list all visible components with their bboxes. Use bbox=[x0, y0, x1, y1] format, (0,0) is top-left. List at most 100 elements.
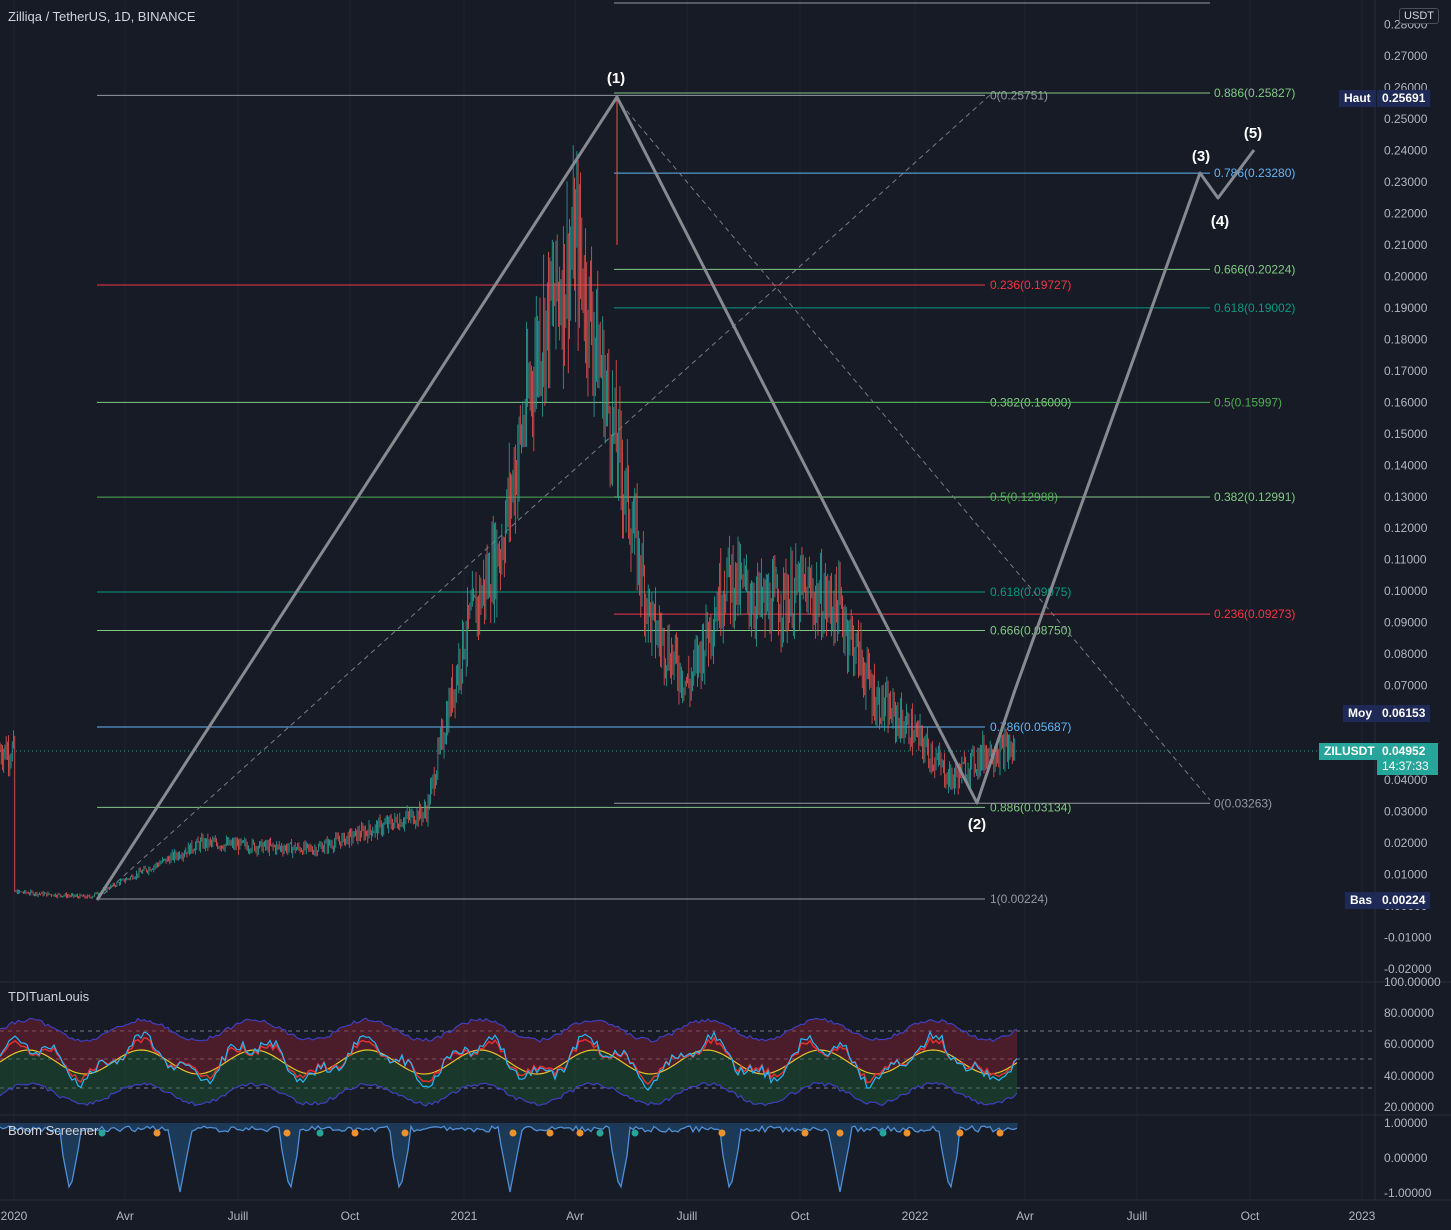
wave-3-label: (3) bbox=[1192, 148, 1210, 165]
boom-tick-label: 1.00000 bbox=[1384, 1116, 1428, 1130]
candlestick-series bbox=[0, 97, 1016, 900]
boom-signal-dot bbox=[996, 1129, 1004, 1137]
avg-value: 0.06153 bbox=[1377, 705, 1431, 722]
fib2-level-label: 0.886(0.25827) bbox=[1214, 86, 1295, 100]
fib2-level-label: 0(0.03263) bbox=[1214, 796, 1272, 810]
time-tick-label: Avr bbox=[116, 1209, 134, 1223]
boom-signal-dot bbox=[596, 1129, 604, 1137]
time-tick-label: Oct bbox=[1241, 1209, 1260, 1223]
time-tick-label: Avr bbox=[1016, 1209, 1034, 1223]
price-tick-label: 0.13000 bbox=[1384, 490, 1428, 504]
time-tick-label: 2020 bbox=[1, 1209, 28, 1223]
boom-signal-dot bbox=[801, 1129, 809, 1137]
price-tick-label: 0.10000 bbox=[1384, 584, 1428, 598]
tdi-tick-label: 100.00000 bbox=[1384, 975, 1441, 989]
time-axis[interactable]: 2020 Avr Juill Oct 2021 Avr Juill Oct 2022 Avr Jui… bbox=[1, 1209, 1376, 1223]
vertical-grid bbox=[13, 0, 1363, 1200]
price-tick-label: 0.23000 bbox=[1384, 175, 1428, 189]
price-tick-label: 0.07000 bbox=[1384, 679, 1428, 693]
high-label: Haut bbox=[1339, 90, 1376, 107]
fib1-level-label: 0.886(0.03134) bbox=[990, 800, 1071, 814]
price-tick-label: -0.01000 bbox=[1384, 930, 1432, 944]
price-tick-label: 0.09000 bbox=[1384, 616, 1428, 630]
time-tick-label: Oct bbox=[791, 1209, 810, 1223]
time-tick-label: 2021 bbox=[451, 1209, 478, 1223]
price-tick-label: 0.15000 bbox=[1384, 427, 1428, 441]
boom-signal-dot bbox=[98, 1129, 106, 1137]
fib2-level-label: 0.5(0.15997) bbox=[1214, 395, 1282, 409]
boom-signal-dot bbox=[836, 1129, 844, 1137]
boom-axis: 1.00000 0.00000 -1.00000 bbox=[1384, 1116, 1432, 1200]
tdi-indicator-pane bbox=[0, 1017, 1375, 1107]
boom-signal-dot bbox=[351, 1129, 359, 1137]
boom-tick-label: -1.00000 bbox=[1384, 1186, 1432, 1200]
price-tick-label: 0.27000 bbox=[1384, 49, 1428, 63]
time-tick-label: Juill bbox=[228, 1209, 249, 1223]
last-price-box: 0.04952 14:37:33 bbox=[1377, 743, 1438, 775]
price-tick-label: 0.24000 bbox=[1384, 143, 1428, 157]
price-tick-label: 0.25000 bbox=[1384, 112, 1428, 126]
boom-signal-dot bbox=[903, 1129, 911, 1137]
price-tick-label: 0.14000 bbox=[1384, 458, 1428, 472]
last-price-value: 0.04952 bbox=[1382, 744, 1426, 758]
boom-signal-dot bbox=[316, 1129, 324, 1137]
wave-2-label: (2) bbox=[968, 816, 986, 833]
tdi-axis: 100.00000 80.00000 60.00000 40.00000 20.0000… bbox=[1384, 975, 1441, 1114]
wave-5-label: (5) bbox=[1244, 125, 1262, 142]
boom-signal-dot bbox=[153, 1129, 161, 1137]
fib-retracement-1[interactable]: 0(0.25751)0.236(0.19727)0.382(0.16000)0.… bbox=[97, 88, 1071, 906]
tdi-title[interactable]: TDITuanLouis bbox=[8, 989, 90, 1004]
boom-screener-pane bbox=[0, 1123, 1018, 1193]
price-tick-label: 0.18000 bbox=[1384, 332, 1428, 346]
fib2-level-label: 0.382(0.12991) bbox=[1214, 490, 1295, 504]
fib1-level-label: 0.618(0.09975) bbox=[990, 585, 1071, 599]
time-tick-label: Juill bbox=[677, 1209, 698, 1223]
fib2-level-label: 0.786(0.23280) bbox=[1214, 166, 1295, 180]
boom-signal-dot bbox=[956, 1129, 964, 1137]
price-tick-label: 0.01000 bbox=[1384, 868, 1428, 882]
price-tick-label: 0.02000 bbox=[1384, 836, 1428, 850]
price-tick-label: 0.12000 bbox=[1384, 521, 1428, 535]
boom-signal-dot bbox=[509, 1129, 517, 1137]
low-value: 0.00224 bbox=[1377, 892, 1431, 909]
fib2-level-label: 0.666(0.20224) bbox=[1214, 262, 1295, 276]
boom-signal-dot bbox=[631, 1129, 639, 1137]
boom-signal-dot bbox=[283, 1129, 291, 1137]
tdi-tick-label: 20.00000 bbox=[1384, 1100, 1434, 1114]
fib2-level-label: 0.236(0.09273) bbox=[1214, 607, 1295, 621]
symbol-title[interactable]: Zilliqa / TetherUS, 1D, BINANCE bbox=[8, 9, 196, 24]
boom-signal-dot bbox=[546, 1129, 554, 1137]
price-tick-label: 0.11000 bbox=[1384, 553, 1427, 567]
boom-tick-label: 0.00000 bbox=[1384, 1151, 1428, 1165]
fib1-level-label: 0.666(0.08750) bbox=[990, 624, 1071, 638]
elliott-wave-path[interactable] bbox=[95, 95, 1256, 901]
price-tick-label: 0.17000 bbox=[1384, 364, 1428, 378]
time-tick-label: Juill bbox=[1127, 1209, 1148, 1223]
time-tick-label: Avr bbox=[566, 1209, 584, 1223]
fib1-level-label: 0.236(0.19727) bbox=[990, 278, 1071, 292]
price-tick-label: 0.08000 bbox=[1384, 647, 1428, 661]
price-tick-label: 0.22000 bbox=[1384, 206, 1428, 220]
currency-badge[interactable]: USDT bbox=[1399, 8, 1439, 24]
fib-trend-dashed-lines bbox=[96, 94, 1211, 901]
tdi-tick-label: 60.00000 bbox=[1384, 1037, 1434, 1051]
tdi-tick-label: 40.00000 bbox=[1384, 1069, 1434, 1083]
wave-1-label: (1) bbox=[607, 70, 625, 87]
avg-label: Moy bbox=[1343, 705, 1377, 722]
price-axis[interactable]: 0.280000.270000.260000.250000.240000.230… bbox=[1384, 18, 1432, 976]
price-tick-label: 0.21000 bbox=[1384, 238, 1428, 252]
wave-4-label: (4) bbox=[1211, 213, 1229, 230]
boom-signal-dot bbox=[401, 1129, 409, 1137]
boom-screener-title[interactable]: Boom Screener bbox=[8, 1123, 99, 1138]
price-tick-label: 0.20000 bbox=[1384, 269, 1428, 283]
time-tick-label: 2022 bbox=[902, 1209, 929, 1223]
fib2-level-label: 0.618(0.19002) bbox=[1214, 301, 1295, 315]
price-tick-label: -0.02000 bbox=[1384, 962, 1432, 976]
price-tick-label: 0.04000 bbox=[1384, 773, 1428, 787]
time-tick-label: 2023 bbox=[1349, 1209, 1376, 1223]
fib1-level-label: 0(0.25751) bbox=[990, 88, 1048, 102]
price-tick-label: 0.03000 bbox=[1384, 805, 1428, 819]
tdi-tick-label: 80.00000 bbox=[1384, 1006, 1434, 1020]
price-tick-label: 0.19000 bbox=[1384, 301, 1428, 315]
